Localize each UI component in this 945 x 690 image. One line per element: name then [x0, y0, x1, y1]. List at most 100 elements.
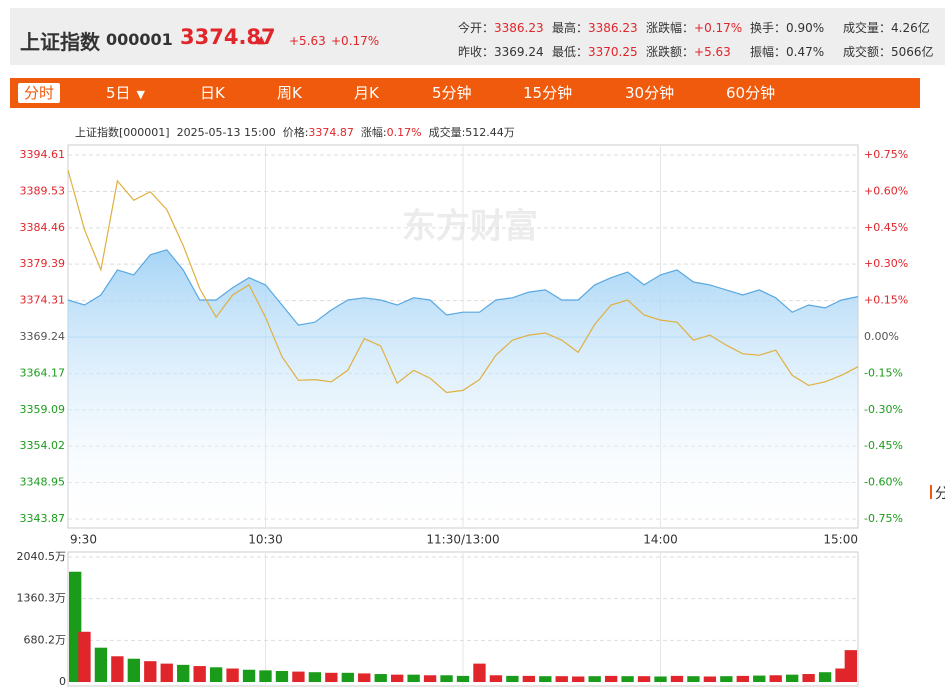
tab[interactable]: 5日 ▼ [106, 84, 146, 102]
stock-price: 3374.87 [180, 25, 276, 49]
tab[interactable]: 60分钟 [726, 84, 776, 102]
volume-bar [242, 669, 256, 682]
y-tick-label: 3374.31 [20, 294, 66, 307]
stock-code: 000001 [106, 30, 173, 49]
up-arrow: ▲ [257, 33, 266, 46]
y2-tick-label: +0.75% [864, 148, 908, 161]
stat-label: 成交量： [843, 21, 892, 35]
volume-bar [506, 675, 519, 682]
stat: 涨跌额：+5.63 [646, 43, 731, 60]
volume-bar [423, 675, 437, 682]
volume-bar [572, 676, 585, 682]
tab[interactable]: 月K [354, 84, 379, 102]
volume-bar [374, 674, 387, 682]
volume-bar [753, 675, 766, 682]
volume-bar [111, 656, 124, 682]
info-volume: 成交量:512.44万 [429, 125, 515, 139]
y-tick-label: 3364.17 [20, 366, 66, 379]
stat-label: 昨收： [458, 45, 495, 59]
volume-bar [94, 647, 108, 682]
volume-bar [785, 674, 799, 682]
tab[interactable]: 30分钟 [625, 84, 675, 102]
tab[interactable]: 5分钟 [432, 84, 472, 102]
stat-label: 成交额： [843, 45, 892, 59]
y2-tick-label: -0.30% [864, 403, 903, 416]
volume-bar [687, 676, 700, 682]
volume-bar [193, 666, 206, 682]
stat-value: +5.63 [694, 45, 731, 59]
volume-bar [604, 675, 618, 682]
tab[interactable]: 周K [277, 84, 302, 102]
volume-bar [637, 676, 651, 682]
y2-tick-label: 0.00% [864, 330, 899, 343]
volume-bar [489, 675, 503, 682]
volume-bar [292, 671, 305, 682]
volume-tick-label: 2040.5万 [17, 550, 67, 563]
stock-name: 上证指数 [20, 30, 100, 54]
price-change-pct: +0.17% [331, 34, 380, 48]
stat-label: 涨跌幅： [646, 21, 695, 35]
volume-bar [226, 668, 239, 682]
stat: 成交额：5066亿 [843, 43, 934, 60]
stat-label: 涨跌额： [646, 45, 695, 59]
stat-label: 今开： [458, 21, 495, 35]
y-tick-label: 3343.87 [20, 512, 66, 525]
stat-value: 0.90% [786, 21, 825, 35]
side-tab: 分 [935, 486, 945, 502]
stat-value: 4.26亿 [891, 21, 930, 35]
stat-label: 最低： [552, 45, 589, 59]
stat-label: 换手： [750, 21, 787, 35]
volume-bar [177, 664, 190, 682]
y-tick-label: 3348.95 [20, 476, 66, 489]
stat: 最低：3370.25 [552, 43, 638, 60]
price-change: +5.63 [289, 34, 326, 48]
volume-bar [390, 674, 404, 682]
average-line [67, 169, 859, 394]
volume-bar [621, 676, 634, 682]
stat: 涨跌幅：+0.17% [646, 19, 742, 36]
stat-value: 3386.23 [588, 21, 638, 35]
volume-bar [358, 673, 371, 682]
stat: 换手：0.90% [750, 19, 824, 36]
y-tick-label: 3384.46 [20, 221, 66, 234]
y2-tick-label: -0.15% [864, 366, 903, 379]
info-time: 2025-05-13 15:00 [177, 126, 276, 139]
volume-bar [341, 672, 354, 682]
y-tick-label: 3369.24 [20, 330, 66, 343]
x-tick-label: 15:00 [823, 533, 858, 547]
volume-bar [308, 672, 322, 682]
info-price-label: 价格: [283, 125, 309, 139]
volume-bar [78, 631, 91, 682]
info-change-label: 涨幅: [361, 126, 387, 139]
tab[interactable]: 15分钟 [523, 84, 573, 102]
stat: 最高：3386.23 [552, 19, 638, 36]
volume-bar [144, 661, 157, 682]
info-change: 0.17% [387, 126, 422, 139]
volume-bar [703, 676, 717, 682]
stat: 成交量：4.26亿 [843, 19, 930, 36]
stat-value: +0.17% [694, 21, 743, 35]
tab[interactable]: 分时 [18, 83, 61, 103]
volume-bar [407, 674, 420, 682]
y2-tick-label: -0.60% [864, 476, 903, 489]
volume-bar [802, 674, 815, 682]
watermark: 东方财富 [402, 207, 538, 247]
y2-tick-label: +0.30% [864, 257, 908, 270]
volume-bar [160, 663, 173, 682]
volume-bar [69, 571, 82, 682]
price-line [67, 249, 859, 326]
volume-tick-label: 680.2万 [24, 633, 67, 646]
volume-bar [769, 675, 782, 682]
volume-bar [325, 672, 338, 682]
stat: 振幅：0.47% [750, 43, 824, 60]
stat-value: 3386.23 [494, 21, 544, 35]
stat-value: 3369.24 [494, 45, 544, 59]
stat-label: 振幅： [750, 45, 787, 59]
info-price: 3374.87 [308, 126, 354, 139]
volume-bar [259, 670, 272, 682]
volume-tick-label: 0 [59, 675, 66, 688]
tab[interactable]: 日K [200, 84, 225, 102]
y2-tick-label: +0.60% [864, 184, 908, 197]
